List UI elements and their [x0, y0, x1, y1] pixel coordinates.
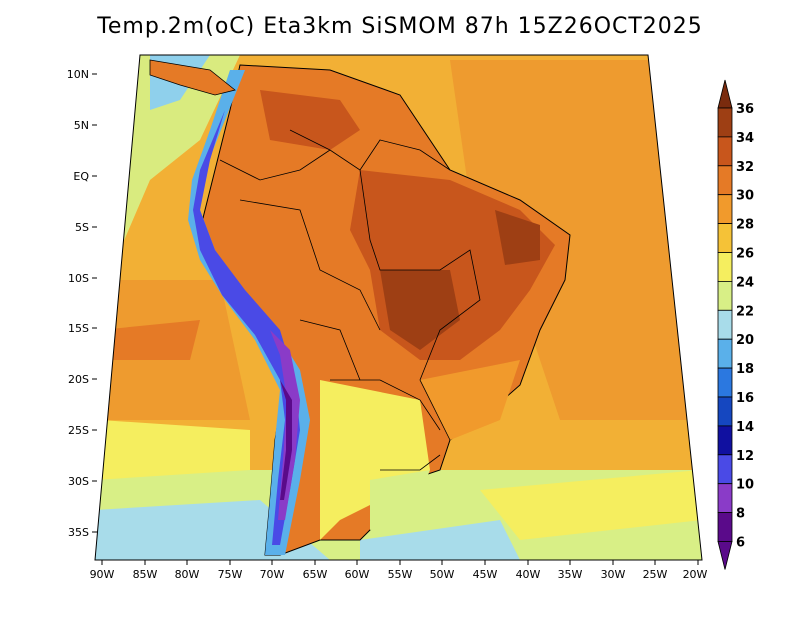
colorbar-label: 18: [736, 362, 754, 377]
lat-label-eq: EQ: [73, 170, 89, 183]
lon-label-90w: 90W: [90, 568, 115, 581]
colorbar-segment: [717, 194, 733, 224]
lat-label-25s: 25S: [68, 424, 89, 437]
lon-label-80w: 80W: [175, 568, 200, 581]
lat-label-5n: 5N: [74, 119, 89, 132]
lat-label-15s: 15S: [68, 322, 89, 335]
colorbar-label: 14: [736, 420, 754, 435]
colorbar-segment: [717, 483, 733, 514]
lon-label-30w: 30W: [601, 568, 626, 581]
colorbar-segment: [717, 223, 733, 253]
colorbar-segment: [717, 280, 733, 311]
lon-label-85w: 85W: [133, 568, 158, 581]
colorbar-segment: [717, 512, 733, 542]
lat-label-30s: 30S: [68, 475, 89, 488]
colorbar-segment: [717, 425, 733, 456]
colorbar-segment: [717, 367, 733, 398]
lon-label-60w: 60W: [345, 568, 370, 581]
country-borders: [219, 129, 481, 471]
lat-label-10n: 10N: [67, 68, 89, 81]
colorbar-segment: [717, 454, 733, 485]
colorbar-label: 36: [736, 102, 754, 117]
colorbar-label: 26: [736, 247, 754, 262]
colorbar-segment: [717, 165, 733, 196]
colorbar-segment: [717, 338, 733, 369]
colorbar-label: 30: [736, 189, 754, 204]
colorbar-label: 28: [736, 218, 754, 233]
temperature-field: [95, 55, 702, 560]
lon-label-75w: 75W: [218, 568, 243, 581]
lat-label-35s: 35S: [68, 526, 89, 539]
colorbar-label: 20: [736, 333, 754, 348]
colorbar-label: 10: [736, 478, 754, 493]
lon-label-50w: 50W: [430, 568, 455, 581]
longitude-axis: 90W 85W 80W 75W 70W 65W 60W 55W 50W 45W …: [90, 560, 708, 581]
colorbar-label: 22: [736, 304, 754, 319]
lon-label-45w: 45W: [473, 568, 498, 581]
lat-label-20s: 20S: [68, 373, 89, 386]
colorbar-label: 6: [736, 536, 745, 551]
colorbar-segment: [717, 107, 733, 138]
lon-label-25w: 25W: [643, 568, 668, 581]
colorbar-label: 24: [736, 275, 754, 290]
map-title: Temp.2m(oC) Eta3km SiSMOM 87h 15Z26OCT20…: [97, 14, 703, 39]
colorbar-label: 32: [736, 160, 754, 175]
colorbar-top-arrow: [717, 79, 733, 109]
colorbar-label: 8: [736, 507, 745, 522]
colorbar-segment: [717, 136, 733, 167]
colorbar-segment: [717, 252, 733, 282]
lon-label-40w: 40W: [516, 568, 541, 581]
colorbar-label: 16: [736, 391, 754, 406]
colorbar-bottom-arrow: [717, 541, 733, 570]
lat-label-5s: 5S: [75, 221, 89, 234]
latitude-axis: 10N 5N EQ 5S 10S 15S 20S 25S 30S 35S: [67, 68, 97, 539]
lon-label-35w: 35W: [558, 568, 583, 581]
lon-label-55w: 55W: [388, 568, 413, 581]
map-frame: [94, 54, 703, 561]
lon-label-70w: 70W: [260, 568, 285, 581]
colorbar-segment: [717, 396, 733, 427]
colorbar: 36 34 32 30 28 26 24 22 20 18 16 14 12 10 8 6: [717, 79, 754, 570]
lon-label-65w: 65W: [303, 568, 328, 581]
colorbar-label: 12: [736, 449, 754, 464]
lat-label-10s: 10S: [68, 272, 89, 285]
lon-label-20w: 20W: [683, 568, 708, 581]
colorbar-label: 34: [736, 131, 754, 146]
colorbar-segment: [717, 309, 733, 340]
